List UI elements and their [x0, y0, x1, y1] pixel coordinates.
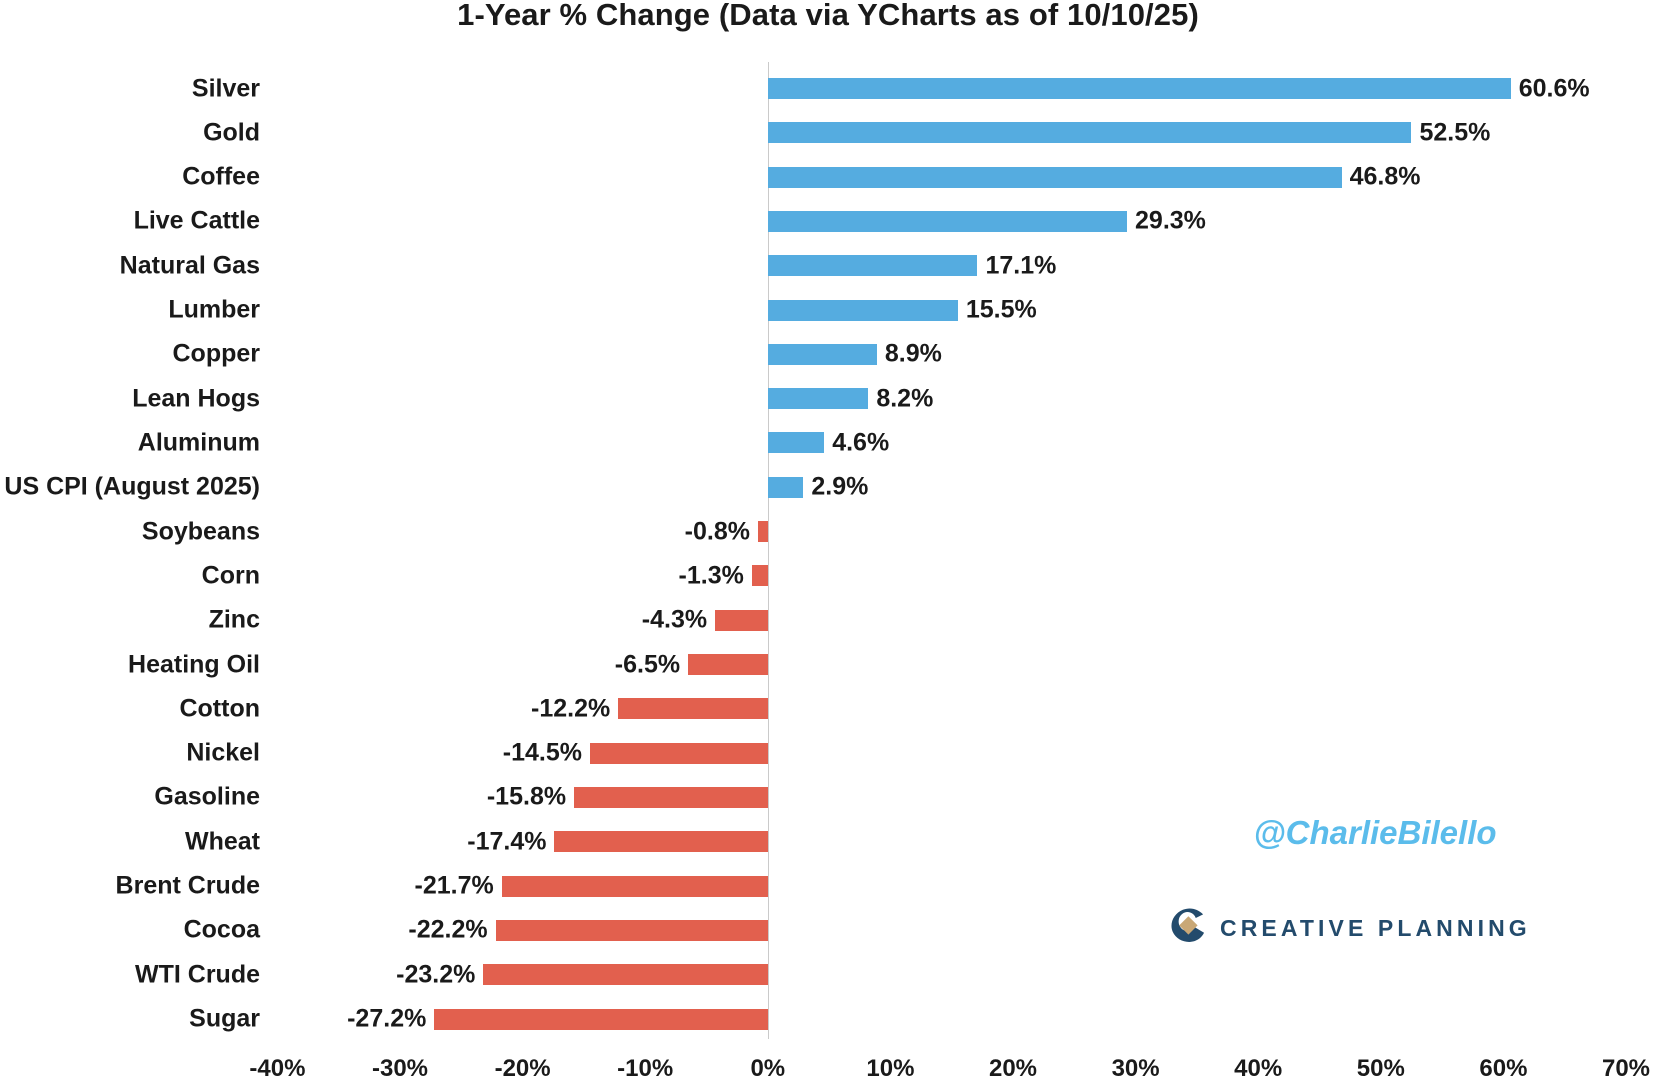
svg-text:CREATIVE PLANNING: CREATIVE PLANNING [1220, 915, 1531, 941]
